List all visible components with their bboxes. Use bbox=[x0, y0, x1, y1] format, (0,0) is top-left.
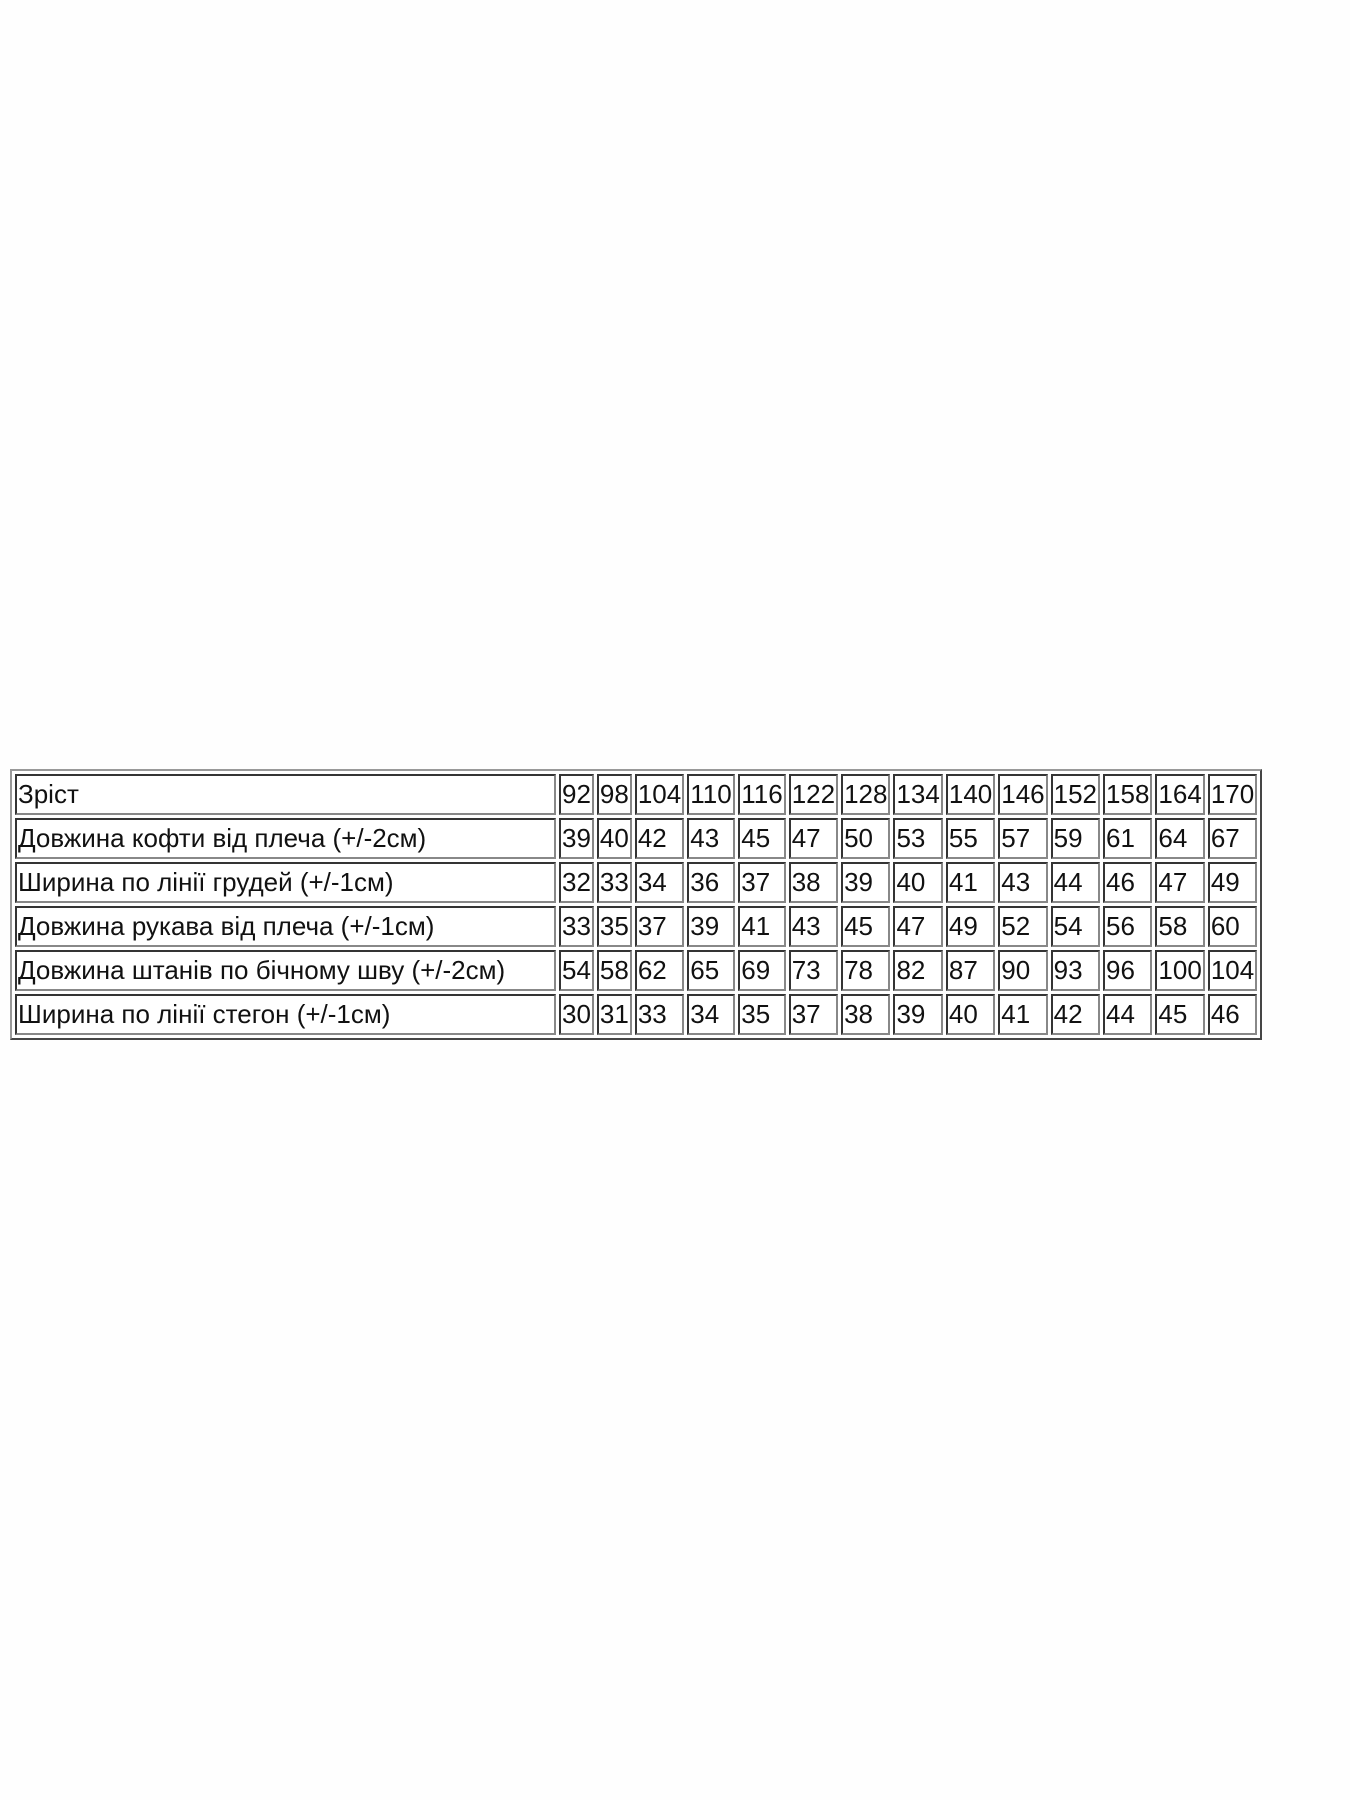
value-cell: 58 bbox=[596, 950, 632, 991]
height-cell: 110 bbox=[687, 774, 736, 815]
value-cell: 46 bbox=[1207, 994, 1258, 1035]
value-cell: 90 bbox=[998, 950, 1048, 991]
table-row: Довжина рукава від плеча (+/-1см) 33 35 37 3… bbox=[15, 906, 1258, 947]
height-cell: 128 bbox=[841, 774, 891, 815]
height-cell: 146 bbox=[998, 774, 1048, 815]
row-label: Довжина штанів по бічному шву (+/-2см) bbox=[15, 950, 556, 991]
value-cell: 87 bbox=[945, 950, 996, 991]
value-cell: 47 bbox=[893, 906, 943, 947]
value-cell: 58 bbox=[1155, 906, 1205, 947]
value-cell: 31 bbox=[596, 994, 632, 1035]
value-cell: 39 bbox=[559, 818, 594, 859]
value-cell: 47 bbox=[1155, 862, 1205, 903]
value-cell: 40 bbox=[596, 818, 632, 859]
value-cell: 40 bbox=[945, 994, 996, 1035]
value-cell: 96 bbox=[1103, 950, 1153, 991]
value-cell: 46 bbox=[1103, 862, 1153, 903]
value-cell: 34 bbox=[634, 862, 685, 903]
height-cell: 104 bbox=[634, 774, 685, 815]
value-cell: 42 bbox=[1050, 994, 1101, 1035]
value-cell: 39 bbox=[841, 862, 891, 903]
value-cell: 41 bbox=[998, 994, 1048, 1035]
row-label: Довжина рукава від плеча (+/-1см) bbox=[15, 906, 556, 947]
value-cell: 36 bbox=[687, 862, 736, 903]
value-cell: 56 bbox=[1103, 906, 1153, 947]
table-row: Довжина кофти від плеча (+/-2см) 39 40 42 43… bbox=[15, 818, 1258, 859]
value-cell: 82 bbox=[893, 950, 943, 991]
size-table-container: Зріст 92 98 104 110 116 122 128 134 140 146 152 158 1… bbox=[10, 769, 1263, 1040]
value-cell: 35 bbox=[738, 994, 786, 1035]
value-cell: 33 bbox=[634, 994, 685, 1035]
value-cell: 57 bbox=[998, 818, 1048, 859]
value-cell: 40 bbox=[893, 862, 943, 903]
value-cell: 53 bbox=[893, 818, 943, 859]
value-cell: 44 bbox=[1050, 862, 1101, 903]
value-cell: 30 bbox=[559, 994, 594, 1035]
value-cell: 42 bbox=[634, 818, 685, 859]
value-cell: 49 bbox=[1207, 862, 1258, 903]
value-cell: 49 bbox=[945, 906, 996, 947]
value-cell: 41 bbox=[945, 862, 996, 903]
value-cell: 37 bbox=[788, 994, 839, 1035]
height-cell: 158 bbox=[1103, 774, 1153, 815]
header-row: Зріст 92 98 104 110 116 122 128 134 140 146 152 158 1… bbox=[15, 774, 1258, 815]
value-cell: 43 bbox=[788, 906, 839, 947]
value-cell: 45 bbox=[1155, 994, 1205, 1035]
value-cell: 73 bbox=[788, 950, 839, 991]
row-label: Довжина кофти від плеча (+/-2см) bbox=[15, 818, 556, 859]
value-cell: 44 bbox=[1103, 994, 1153, 1035]
value-cell: 41 bbox=[738, 906, 786, 947]
value-cell: 37 bbox=[634, 906, 685, 947]
value-cell: 47 bbox=[788, 818, 839, 859]
height-cell: 122 bbox=[788, 774, 839, 815]
size-table: Зріст 92 98 104 110 116 122 128 134 140 146 152 158 1… bbox=[10, 769, 1263, 1040]
table-row: Ширина по лінії стегон (+/-1см) 30 31 33 34 3… bbox=[15, 994, 1258, 1035]
value-cell: 61 bbox=[1103, 818, 1153, 859]
height-cell: 164 bbox=[1155, 774, 1205, 815]
value-cell: 45 bbox=[841, 906, 891, 947]
value-cell: 43 bbox=[687, 818, 736, 859]
value-cell: 64 bbox=[1155, 818, 1205, 859]
height-cell: 152 bbox=[1050, 774, 1101, 815]
value-cell: 38 bbox=[841, 994, 891, 1035]
value-cell: 38 bbox=[788, 862, 839, 903]
row-label: Ширина по лінії стегон (+/-1см) bbox=[15, 994, 556, 1035]
value-cell: 37 bbox=[738, 862, 786, 903]
value-cell: 62 bbox=[634, 950, 685, 991]
value-cell: 54 bbox=[1050, 906, 1101, 947]
value-cell: 54 bbox=[559, 950, 594, 991]
value-cell: 33 bbox=[596, 862, 632, 903]
height-cell: 140 bbox=[945, 774, 996, 815]
height-cell: 134 bbox=[893, 774, 943, 815]
value-cell: 50 bbox=[841, 818, 891, 859]
value-cell: 33 bbox=[559, 906, 594, 947]
value-cell: 93 bbox=[1050, 950, 1101, 991]
value-cell: 35 bbox=[596, 906, 632, 947]
value-cell: 104 bbox=[1207, 950, 1258, 991]
value-cell: 60 bbox=[1207, 906, 1258, 947]
value-cell: 39 bbox=[687, 906, 736, 947]
value-cell: 78 bbox=[841, 950, 891, 991]
table-row: Довжина штанів по бічному шву (+/-2см) 54… bbox=[15, 950, 1258, 991]
value-cell: 67 bbox=[1207, 818, 1258, 859]
value-cell: 39 bbox=[893, 994, 943, 1035]
table-row: Ширина по лінії грудей (+/-1см) 32 33 34 36 3… bbox=[15, 862, 1258, 903]
value-cell: 59 bbox=[1050, 818, 1101, 859]
height-cell: 170 bbox=[1207, 774, 1258, 815]
value-cell: 69 bbox=[738, 950, 786, 991]
height-cell: 116 bbox=[738, 774, 786, 815]
value-cell: 43 bbox=[998, 862, 1048, 903]
height-cell: 92 bbox=[559, 774, 594, 815]
value-cell: 52 bbox=[998, 906, 1048, 947]
value-cell: 100 bbox=[1155, 950, 1205, 991]
value-cell: 32 bbox=[559, 862, 594, 903]
value-cell: 55 bbox=[945, 818, 996, 859]
row-label: Ширина по лінії грудей (+/-1см) bbox=[15, 862, 556, 903]
row-label: Зріст bbox=[15, 774, 556, 815]
value-cell: 34 bbox=[687, 994, 736, 1035]
height-cell: 98 bbox=[596, 774, 632, 815]
value-cell: 65 bbox=[687, 950, 736, 991]
value-cell: 45 bbox=[738, 818, 786, 859]
